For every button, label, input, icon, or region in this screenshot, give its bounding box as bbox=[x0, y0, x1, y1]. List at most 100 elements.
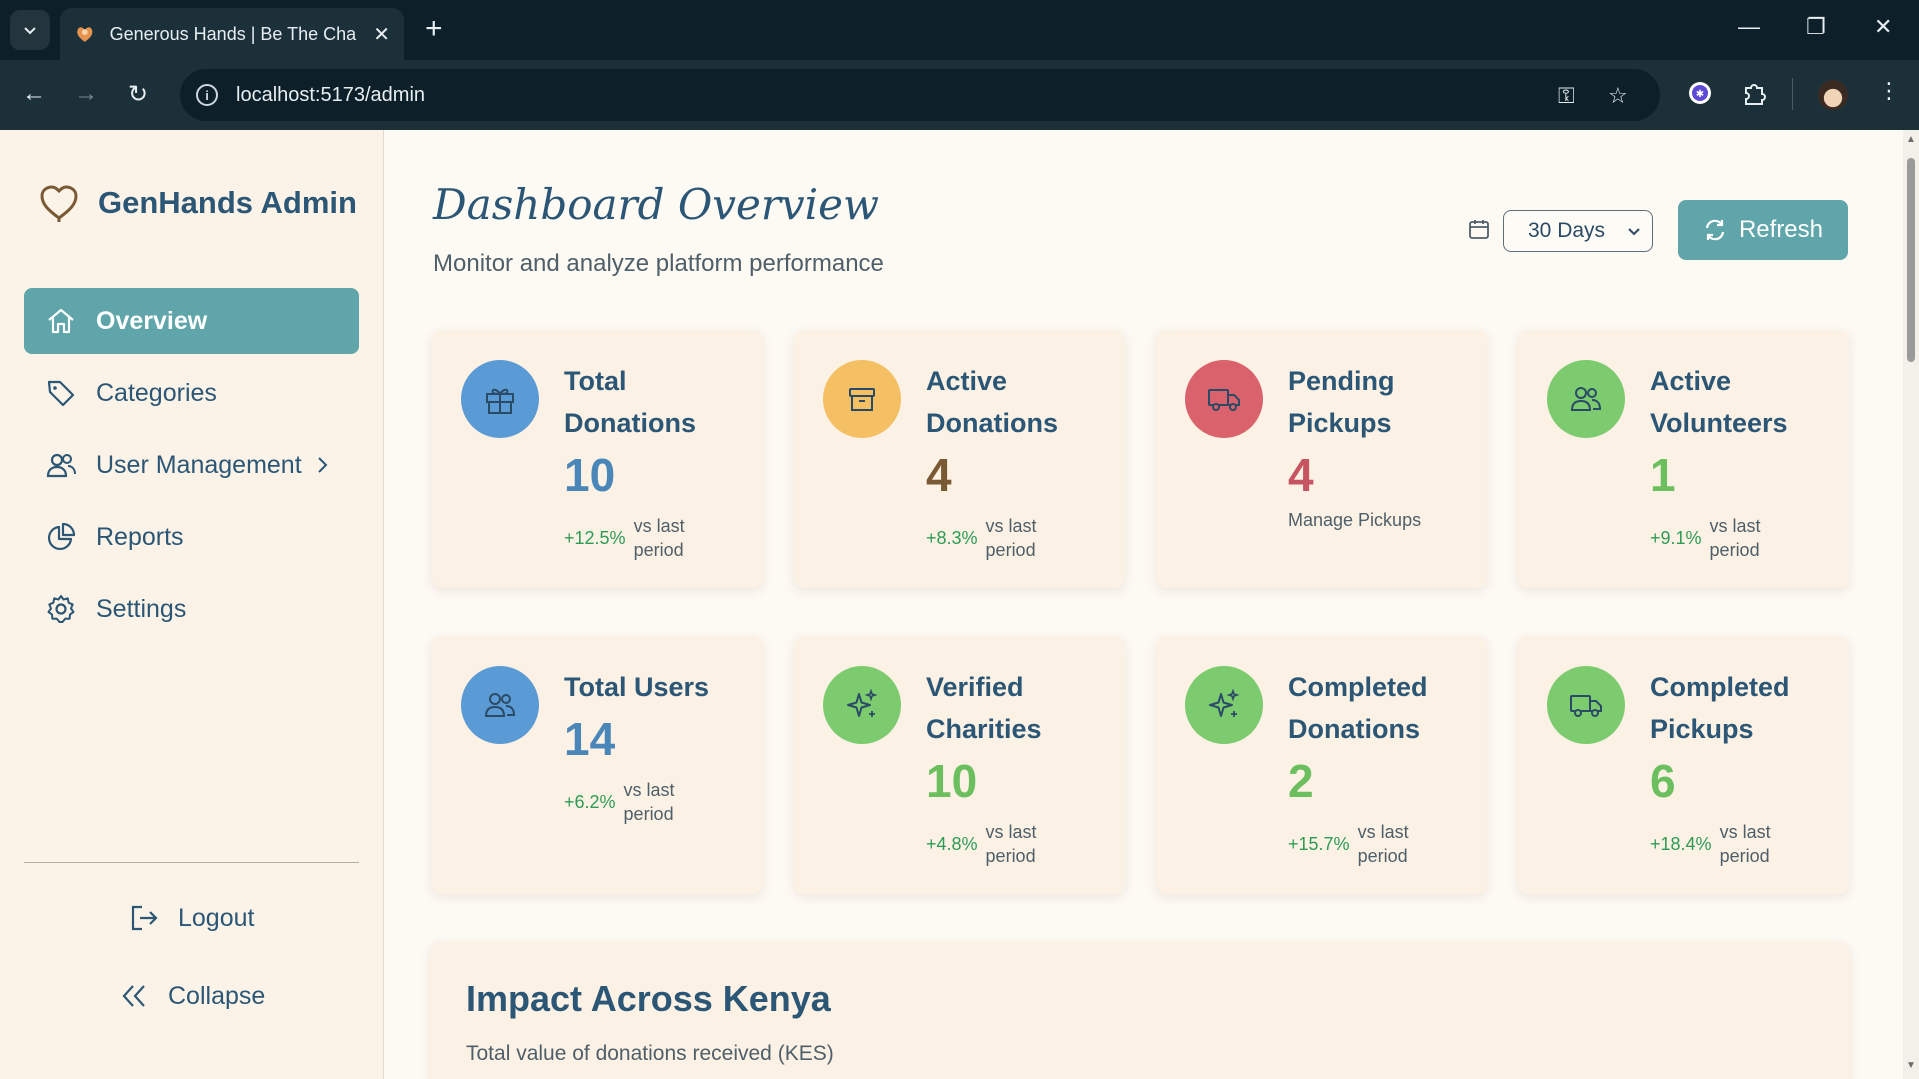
scroll-thumb[interactable] bbox=[1907, 158, 1915, 362]
pie-chart-icon bbox=[44, 520, 78, 554]
stat-trend-percent: +4.8% bbox=[926, 833, 978, 854]
sidebar-item-label: Settings bbox=[96, 594, 187, 623]
sidebar-item-label: Categories bbox=[96, 378, 217, 407]
reload-icon[interactable]: ↻ bbox=[128, 81, 149, 108]
browser-toolbar: ← → ↻ i localhost:5173/admin ⚿ ☆ ✱ ⋮ bbox=[0, 60, 1919, 130]
home-icon bbox=[44, 304, 78, 338]
sidebar-item-label: User Management bbox=[96, 450, 302, 479]
sidebar-item-settings[interactable]: Settings bbox=[24, 576, 359, 642]
page-subtitle: Monitor and analyze platform performance bbox=[433, 250, 884, 277]
minimize-icon[interactable]: — bbox=[1738, 14, 1760, 39]
password-key-icon[interactable]: ⚿ bbox=[1558, 83, 1575, 108]
stat-card-completed-donations[interactable]: Completed Donations 2 +15.7% vs last per… bbox=[1156, 636, 1487, 894]
tag-icon bbox=[44, 376, 78, 410]
extensions-puzzle-icon[interactable] bbox=[1740, 80, 1768, 108]
truck-icon bbox=[1185, 360, 1263, 438]
address-bar[interactable]: i localhost:5173/admin ⚿ ☆ bbox=[180, 69, 1660, 121]
browser-menu-icon[interactable]: ⋮ bbox=[1878, 78, 1900, 103]
heart-logo-icon bbox=[40, 185, 78, 222]
stat-card-pending-pickups[interactable]: Pending Pickups 4 Manage Pickups bbox=[1156, 330, 1487, 588]
stat-trend-percent: +6.2% bbox=[564, 791, 616, 812]
extension-badge-icon[interactable]: ✱ bbox=[1687, 80, 1713, 106]
archive-icon bbox=[823, 360, 901, 438]
sidebar-item-label: Overview bbox=[96, 306, 208, 335]
stat-trend: +12.5% vs last period bbox=[564, 514, 704, 562]
stat-card-active-volunteers[interactable]: Active Volunteers 1 +9.1% vs last period bbox=[1518, 330, 1849, 588]
main-content: Dashboard Overview Monitor and analyze p… bbox=[385, 130, 1903, 1079]
site-info-icon[interactable]: i bbox=[196, 84, 218, 106]
scroll-up-arrow-icon[interactable]: ▲ bbox=[1906, 134, 1916, 145]
date-range-value: 30 Days bbox=[1528, 219, 1606, 242]
stat-trend-caption: vs last period bbox=[1709, 516, 1761, 560]
tab-title: Generous Hands | Be The Change bbox=[109, 23, 358, 44]
stat-title: Pending Pickups bbox=[1288, 366, 1395, 438]
collapse-button[interactable]: Collapse bbox=[118, 980, 265, 1012]
address-url[interactable]: localhost:5173/admin bbox=[236, 83, 426, 106]
stat-trend-percent: +8.3% bbox=[926, 527, 978, 548]
browser-tab[interactable]: Generous Hands | Be The Change ✕ bbox=[60, 8, 404, 60]
scroll-down-arrow-icon[interactable]: ▼ bbox=[1906, 1060, 1916, 1071]
chevrons-left-icon bbox=[118, 980, 150, 1012]
stat-value: 4 bbox=[1288, 449, 1314, 501]
gear-icon bbox=[44, 592, 78, 626]
sparkles-icon bbox=[1185, 666, 1263, 744]
brand-name: GenHands Admin bbox=[98, 185, 357, 220]
stat-card-active-donations[interactable]: Active Donations 4 +8.3% vs last period bbox=[794, 330, 1125, 588]
refresh-label: Refresh bbox=[1738, 216, 1824, 243]
sidebar-item-overview[interactable]: Overview bbox=[24, 288, 359, 354]
stat-card-total-users[interactable]: Total Users 14 +6.2% vs last period bbox=[432, 636, 763, 894]
tab-close-icon[interactable]: ✕ bbox=[373, 23, 390, 46]
logout-button[interactable]: Logout bbox=[128, 902, 254, 934]
logout-label: Logout bbox=[178, 903, 255, 932]
close-window-icon[interactable]: ✕ bbox=[1874, 14, 1893, 39]
stat-trend-caption: vs last period bbox=[1719, 822, 1771, 866]
restore-icon[interactable]: ❐ bbox=[1806, 14, 1826, 39]
stat-title: Active Donations bbox=[926, 366, 1058, 438]
date-range-select[interactable]: 30 Days bbox=[1503, 210, 1653, 252]
users-icon bbox=[44, 448, 78, 482]
brand[interactable]: GenHands Admin bbox=[38, 182, 357, 224]
sidebar-item-user-management[interactable]: User Management bbox=[24, 432, 359, 498]
stat-title: Completed Donations bbox=[1288, 672, 1428, 744]
stat-trend-caption: vs last period bbox=[1357, 822, 1409, 866]
stat-title: Active Volunteers bbox=[1650, 366, 1788, 438]
stat-card-verified-charities[interactable]: Verified Charities 10 +4.8% vs last peri… bbox=[794, 636, 1125, 894]
page-scrollbar[interactable]: ▲ ▼ bbox=[1903, 130, 1919, 1079]
manage-pickups-link[interactable]: Manage Pickups bbox=[1288, 510, 1422, 530]
stat-title: Total Donations bbox=[564, 366, 696, 438]
impact-subtitle: Total value of donations received (KES) bbox=[466, 1042, 834, 1065]
stat-title: Verified Charities bbox=[926, 672, 1042, 744]
sidebar-item-label: Reports bbox=[96, 522, 184, 551]
stat-trend-percent: +9.1% bbox=[1650, 527, 1702, 548]
sidebar: GenHands Admin Overview Categories User … bbox=[0, 130, 384, 1079]
refresh-button[interactable]: Refresh bbox=[1678, 200, 1848, 260]
stat-card-completed-pickups[interactable]: Completed Pickups 6 +18.4% vs last perio… bbox=[1518, 636, 1849, 894]
chevron-right-icon bbox=[317, 457, 328, 473]
stat-card-total-donations[interactable]: Total Donations 10 +12.5% vs last period bbox=[432, 330, 763, 588]
collapse-label: Collapse bbox=[168, 981, 266, 1010]
browser-tab-strip: Generous Hands | Be The Change ✕ + — ❐ ✕ bbox=[0, 0, 1919, 60]
stat-trend-percent: +12.5% bbox=[564, 527, 626, 548]
back-icon[interactable]: ← bbox=[22, 80, 46, 107]
sidebar-divider bbox=[24, 862, 359, 863]
tab-search-button[interactable] bbox=[10, 10, 50, 50]
sidebar-item-reports[interactable]: Reports bbox=[24, 504, 359, 570]
stat-value: 14 bbox=[564, 713, 616, 765]
bookmark-star-icon[interactable]: ☆ bbox=[1608, 83, 1628, 108]
stat-trend-caption: vs last period bbox=[633, 516, 685, 560]
stat-trend-percent: +18.4% bbox=[1650, 833, 1712, 854]
chevron-down-icon bbox=[1628, 228, 1640, 236]
new-tab-icon[interactable]: + bbox=[425, 12, 443, 45]
page-title: Dashboard Overview bbox=[433, 180, 879, 229]
sidebar-item-categories[interactable]: Categories bbox=[24, 360, 359, 426]
stat-trend: +15.7% vs last period bbox=[1288, 820, 1428, 868]
impact-title: Impact Across Kenya bbox=[466, 978, 831, 1019]
stat-trend-percent: +15.7% bbox=[1288, 833, 1350, 854]
stat-title: Completed Pickups bbox=[1650, 672, 1790, 744]
stat-value: 1 bbox=[1650, 449, 1676, 501]
profile-avatar[interactable] bbox=[1818, 80, 1848, 110]
gift-icon bbox=[461, 360, 539, 438]
stat-trend: +8.3% vs last period bbox=[926, 514, 1056, 562]
stat-trend-caption: vs last period bbox=[985, 516, 1037, 560]
forward-icon[interactable]: → bbox=[74, 80, 98, 107]
